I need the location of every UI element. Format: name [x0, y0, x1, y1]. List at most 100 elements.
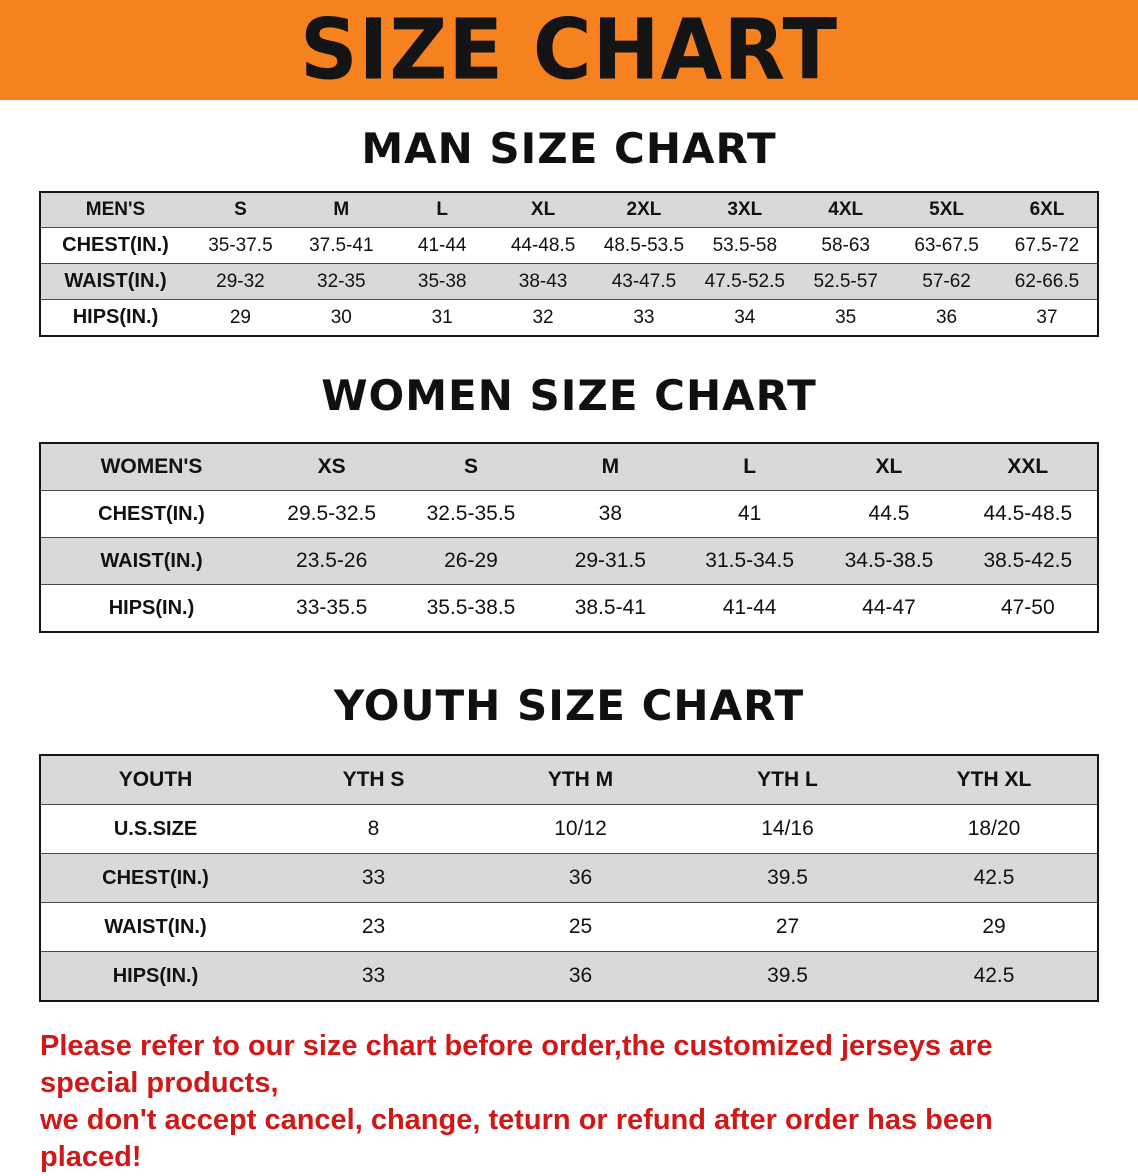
measurement-value: 33 — [270, 951, 477, 1001]
table-header-row: WOMEN'S XS S M L XL XXL — [40, 442, 1098, 491]
measurement-value: 42.5 — [891, 853, 1098, 903]
measurement-value: 8 — [270, 804, 477, 854]
size-column-header: XXL — [958, 442, 1098, 491]
men-section-heading: MAN SIZE CHART — [361, 124, 777, 173]
table-row: HIPS(IN.) 33 36 39.5 42.5 — [40, 951, 1098, 1001]
measurement-value: 32.5-35.5 — [401, 490, 541, 538]
measurement-value: 39.5 — [684, 853, 891, 903]
measurement-label: WAIST(IN.) — [40, 902, 270, 952]
size-column-header: XS — [262, 442, 402, 491]
measurement-value: 38.5-41 — [540, 584, 680, 632]
size-column-header: 6XL — [997, 191, 1098, 228]
measurement-value: 27 — [684, 902, 891, 952]
youth-section-heading: YOUTH SIZE CHART — [333, 681, 805, 730]
measurement-value: 39.5 — [684, 951, 891, 1001]
table-row: HIPS(IN.) 29 30 31 32 33 34 35 36 37 — [40, 299, 1098, 336]
measurement-label: CHEST(IN.) — [40, 227, 190, 264]
measurement-label: HIPS(IN.) — [40, 584, 262, 632]
men-size-table: MEN'S S M L XL 2XL 3XL 4XL 5XL 6XL CHEST(IN.) 35-37… — [39, 191, 1099, 337]
measurement-value: 38 — [540, 490, 680, 538]
table-row: CHEST(IN.) 33 36 39.5 42.5 — [40, 853, 1098, 903]
measurement-value: 18/20 — [891, 804, 1098, 854]
measurement-value: 29.5-32.5 — [262, 490, 402, 538]
measurement-value: 44.5 — [819, 490, 959, 538]
measurement-value: 62-66.5 — [997, 263, 1098, 300]
measurement-label: WAIST(IN.) — [40, 537, 262, 585]
table-row: WAIST(IN.) 29-32 32-35 35-38 38-43 43-47.5 47.… — [40, 263, 1098, 300]
measurement-value: 47.5-52.5 — [694, 263, 796, 300]
table-row: CHEST(IN.) 29.5-32.5 32.5-35.5 38 41 44.5 44.5… — [40, 490, 1098, 538]
measurement-value: 33 — [270, 853, 477, 903]
measurement-label: HIPS(IN.) — [40, 299, 190, 336]
size-column-header: S — [190, 191, 291, 228]
measurement-value: 41-44 — [679, 584, 820, 632]
measurement-value: 53.5-58 — [694, 227, 796, 264]
table-corner-label: MEN'S — [40, 191, 190, 228]
size-chart-banner: SIZE CHART — [0, 0, 1138, 100]
measurement-value: 29-31.5 — [540, 537, 680, 585]
measurement-value: 37.5-41 — [290, 227, 392, 264]
measurement-value: 14/16 — [684, 804, 891, 854]
measurement-value: 57-62 — [896, 263, 997, 300]
size-column-header: M — [290, 191, 392, 228]
measurement-value: 67.5-72 — [997, 227, 1098, 264]
measurement-value: 63-67.5 — [896, 227, 997, 264]
banner-title: SIZE CHART — [299, 0, 839, 99]
measurement-value: 41 — [679, 490, 820, 538]
measurement-value: 35-38 — [391, 263, 493, 300]
size-column-header: YTH XL — [891, 754, 1098, 805]
measurement-value: 31.5-34.5 — [679, 537, 820, 585]
order-policy-note-line2: we don't accept cancel, change, teturn o… — [40, 1104, 993, 1174]
measurement-value: 10/12 — [477, 804, 684, 854]
measurement-value: 33-35.5 — [262, 584, 402, 632]
measurement-value: 35-37.5 — [190, 227, 291, 264]
size-column-header: YTH M — [477, 754, 684, 805]
size-column-header: XL — [492, 191, 594, 228]
measurement-value: 35 — [795, 299, 897, 336]
table-corner-label: YOUTH — [40, 754, 270, 805]
measurement-value: 58-63 — [795, 227, 897, 264]
women-section-heading: WOMEN SIZE CHART — [321, 371, 817, 420]
measurement-value: 29 — [891, 902, 1098, 952]
women-size-table: WOMEN'S XS S M L XL XXL CHEST(IN.) 29.5-32.5 32.5… — [39, 442, 1099, 633]
measurement-value: 23.5-26 — [262, 537, 402, 585]
measurement-value: 42.5 — [891, 951, 1098, 1001]
measurement-value: 44-47 — [819, 584, 959, 632]
order-policy-note: Please refer to our size chart before or… — [40, 1028, 1098, 1176]
size-column-header: XL — [819, 442, 959, 491]
size-column-header: YTH L — [684, 754, 891, 805]
measurement-value: 48.5-53.5 — [593, 227, 695, 264]
size-column-header: 3XL — [694, 191, 796, 228]
size-column-header: L — [391, 191, 493, 228]
measurement-value: 26-29 — [401, 537, 541, 585]
measurement-value: 38-43 — [492, 263, 594, 300]
measurement-value: 44.5-48.5 — [958, 490, 1098, 538]
table-row: HIPS(IN.) 33-35.5 35.5-38.5 38.5-41 41-44 44-… — [40, 584, 1098, 632]
table-row: WAIST(IN.) 23 25 27 29 — [40, 902, 1098, 952]
measurement-value: 30 — [290, 299, 392, 336]
measurement-value: 32 — [492, 299, 594, 336]
measurement-label: HIPS(IN.) — [40, 951, 270, 1001]
youth-size-table: YOUTH YTH S YTH M YTH L YTH XL U.S.SIZE 8 10/12… — [39, 754, 1099, 1002]
table-header-row: MEN'S S M L XL 2XL 3XL 4XL 5XL 6XL — [40, 191, 1098, 228]
measurement-value: 34 — [694, 299, 796, 336]
size-column-header: YTH S — [270, 754, 477, 805]
measurement-label: U.S.SIZE — [40, 804, 270, 854]
measurement-label: WAIST(IN.) — [40, 263, 190, 300]
measurement-value: 23 — [270, 902, 477, 952]
measurement-value: 43-47.5 — [593, 263, 695, 300]
size-column-header: L — [679, 442, 820, 491]
size-column-header: 4XL — [795, 191, 897, 228]
size-column-header: M — [540, 442, 680, 491]
measurement-value: 33 — [593, 299, 695, 336]
size-column-header: 2XL — [593, 191, 695, 228]
measurement-value: 41-44 — [391, 227, 493, 264]
measurement-label: CHEST(IN.) — [40, 490, 262, 538]
measurement-value: 34.5-38.5 — [819, 537, 959, 585]
measurement-value: 35.5-38.5 — [401, 584, 541, 632]
measurement-value: 32-35 — [290, 263, 392, 300]
measurement-value: 47-50 — [958, 584, 1098, 632]
measurement-value: 37 — [997, 299, 1098, 336]
table-header-row: YOUTH YTH S YTH M YTH L YTH XL — [40, 754, 1098, 805]
measurement-value: 29-32 — [190, 263, 291, 300]
